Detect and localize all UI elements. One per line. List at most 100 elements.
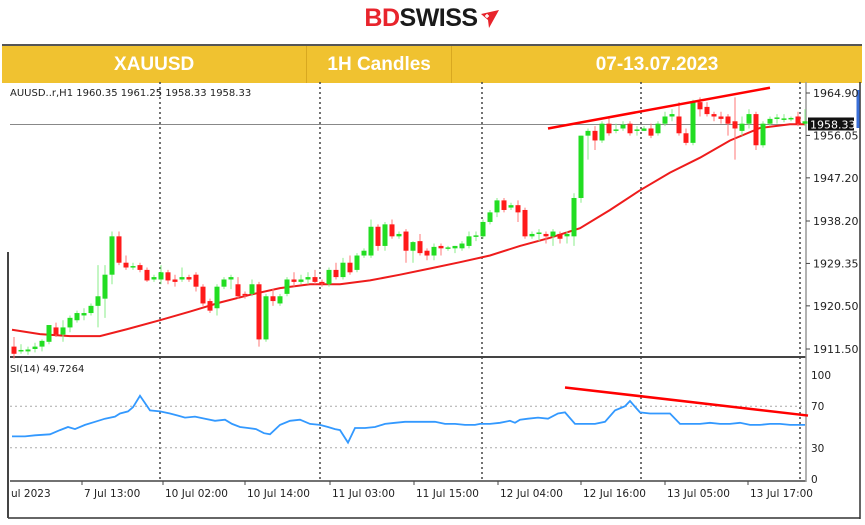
candle: [760, 123, 766, 146]
candle: [95, 296, 101, 306]
candle: [417, 241, 423, 254]
candle: [298, 279, 304, 282]
candle: [144, 269, 150, 281]
svg-text:13 Jul 05:00: 13 Jul 05:00: [667, 488, 730, 500]
candle: [11, 346, 17, 354]
svg-text:30: 30: [811, 443, 824, 455]
candle: [228, 277, 234, 280]
candle: [529, 233, 535, 237]
svg-text:12 Jul 16:00: 12 Jul 16:00: [583, 488, 646, 500]
candle: [410, 242, 416, 251]
candle: [438, 245, 444, 249]
candle: [396, 233, 402, 237]
candle: [109, 236, 115, 275]
chart-title-bar: XAUUSD 1H Candles 07-13.07.2023: [2, 44, 862, 83]
svg-text:12 Jul 04:00: 12 Jul 04:00: [500, 488, 563, 500]
chart-frame: [7, 82, 861, 519]
candle: [60, 327, 66, 335]
candle: [662, 116, 668, 124]
candle: [445, 247, 451, 249]
candle: [123, 262, 129, 268]
candle: [578, 135, 584, 198]
candle: [711, 114, 717, 117]
axis-labels: AUUSD..r,H1 1960.35 1961.25 1958.33 1958…: [10, 87, 859, 500]
candle: [746, 114, 752, 124]
candle: [361, 250, 367, 256]
candle: [137, 265, 143, 270]
svg-text:11 Jul 03:00: 11 Jul 03:00: [332, 488, 395, 500]
candle: [613, 129, 619, 131]
swiss-arrow-icon: [480, 10, 499, 29]
svg-text:1911.50: 1911.50: [813, 343, 859, 356]
candle: [375, 226, 381, 246]
candle: [389, 224, 395, 237]
timeframe-label: 1H Candles: [307, 46, 452, 83]
candle: [354, 255, 360, 270]
svg-text:1956.05: 1956.05: [813, 129, 859, 142]
date-range-label: 07-13.07.2023: [595, 53, 719, 75]
candle: [473, 235, 479, 237]
candle: [522, 209, 528, 237]
candle: [165, 272, 171, 281]
svg-text:11 Jul 15:00: 11 Jul 15:00: [416, 488, 479, 500]
candle: [249, 284, 255, 294]
candle: [571, 197, 577, 237]
svg-text:0: 0: [811, 474, 818, 486]
svg-text:1958.33: 1958.33: [810, 118, 856, 131]
svg-text:1929.35: 1929.35: [813, 257, 859, 270]
candle: [585, 130, 591, 136]
candle: [116, 236, 122, 263]
price-chart: AUUSD..r,H1 1960.35 1961.25 1958.33 1958…: [7, 82, 861, 519]
candle: [88, 305, 94, 314]
candle: [627, 123, 633, 134]
trendlines: [547, 86, 809, 417]
candle: [739, 123, 745, 131]
candle: [452, 245, 458, 249]
candle: [235, 284, 241, 297]
candle: [634, 129, 640, 131]
candle: [263, 296, 269, 340]
candle: [802, 121, 808, 124]
candle: [599, 123, 605, 141]
candle: [557, 233, 563, 239]
candle: [53, 327, 59, 335]
candle: [648, 128, 654, 136]
brand-logo-bd: BD: [364, 4, 400, 32]
candle: [501, 200, 507, 210]
candle: [564, 233, 570, 237]
candle: [697, 102, 703, 110]
brand-logo: BDSWISS: [0, 4, 865, 33]
svg-text:1964.90: 1964.90: [813, 87, 859, 100]
svg-text:10 Jul 14:00: 10 Jul 14:00: [247, 488, 310, 500]
candle: [158, 272, 164, 280]
candle: [515, 205, 521, 213]
candle: [39, 340, 45, 347]
candle: [179, 277, 185, 280]
candle: [25, 349, 31, 352]
candlesticks: [11, 97, 808, 359]
chart-area: AUUSD..r,H1 1960.35 1961.25 1958.33 1958…: [0, 82, 865, 520]
candle: [340, 262, 346, 278]
candle: [67, 317, 73, 328]
candle: [424, 250, 430, 256]
candle: [333, 269, 339, 278]
svg-text:ul 2023: ul 2023: [11, 488, 51, 500]
svg-text:70: 70: [811, 401, 824, 413]
candle: [494, 200, 500, 213]
svg-text:AUUSD..r,H1 1960.35 1961.25 1: AUUSD..r,H1 1960.35 1961.25 1958.33 1958…: [10, 88, 251, 99]
candle: [480, 221, 486, 237]
candle: [550, 231, 556, 237]
candle: [277, 296, 283, 304]
candle: [74, 313, 80, 321]
candle: [725, 116, 731, 124]
candle: [291, 279, 297, 282]
candle: [326, 269, 332, 285]
candle: [186, 277, 192, 280]
candle: [431, 246, 437, 256]
candle: [669, 114, 675, 117]
svg-text:SI(14) 49.7264: SI(14) 49.7264: [10, 364, 84, 375]
candle: [620, 124, 626, 129]
svg-text:7 Jul 13:00: 7 Jul 13:00: [84, 488, 140, 500]
rsi-line: [12, 394, 805, 445]
candle: [508, 205, 514, 208]
